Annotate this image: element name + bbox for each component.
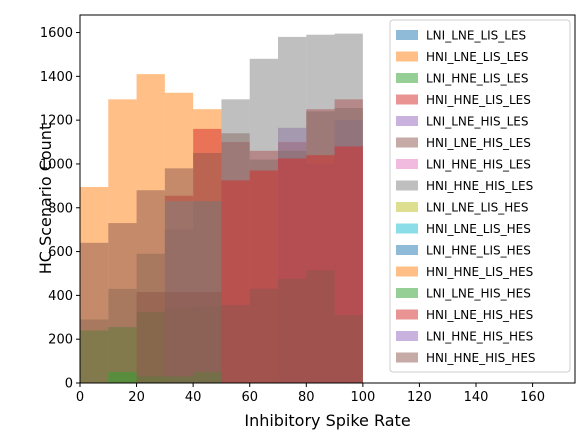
legend-label: HNI_HNE_LIS_LES <box>426 93 531 107</box>
legend-label: LNI_LNE_LIS_HES <box>426 201 529 215</box>
bar-series-15-bin-2 <box>136 292 165 383</box>
legend-swatch <box>396 116 418 126</box>
y-tick-label: 1200 <box>40 114 73 129</box>
legend-swatch <box>396 202 418 212</box>
bar-series-15-bin-3 <box>164 292 194 383</box>
y-tick-label: 800 <box>48 201 73 216</box>
bar-series-15-bin-9 <box>334 315 363 383</box>
legend-swatch <box>396 309 418 320</box>
legend-swatch <box>396 159 418 169</box>
x-tick-label: 20 <box>128 390 145 405</box>
legend-swatch <box>396 180 418 191</box>
legend-swatch <box>396 137 418 148</box>
legend-swatch <box>396 245 418 255</box>
x-axis-label: Inhibitory Spike Rate <box>244 411 410 430</box>
y-tick-label: 200 <box>48 333 73 348</box>
bar-series-15-bin-4 <box>193 292 222 383</box>
bar-series-15-bin-8 <box>306 270 335 383</box>
legend-swatch <box>396 266 418 277</box>
histogram-bars <box>80 33 363 384</box>
x-tick-label: 0 <box>76 390 84 405</box>
legend-swatch <box>396 288 418 298</box>
legend-label: LNI_HNE_LIS_LES <box>426 72 529 86</box>
x-tick-label: 40 <box>185 390 202 405</box>
bar-series-15-bin-5 <box>221 305 250 383</box>
legend-swatch <box>396 51 418 62</box>
y-axis: 0 200 400 600 800 1000 1200 1400 1600 <box>40 26 80 392</box>
y-tick-label: 0 <box>65 377 73 392</box>
legend-label: HNI_HNE_LIS_HES <box>426 265 533 279</box>
legend-label: LNI_HNE_HIS_LES <box>426 158 531 172</box>
x-tick-label: 100 <box>350 390 375 405</box>
legend: LNI_LNE_LIS_LES HNI_LNE_LIS_LES LNI_HNE_LI… <box>389 19 571 373</box>
y-tick-label: 400 <box>48 289 73 304</box>
x-tick-label: 120 <box>407 390 432 405</box>
legend-label: HNI_LNE_HIS_LES <box>426 136 531 150</box>
legend-label: HNI_HNE_HIS_HES <box>426 351 536 365</box>
legend-swatch <box>396 352 418 363</box>
legend-swatch <box>396 94 418 105</box>
bar-series-15-bin-7 <box>278 278 307 383</box>
bar-series-5-bin-1 <box>108 223 137 383</box>
legend-label: LNI_HNE_HIS_HES <box>426 330 533 344</box>
legend-label: LNI_LNE_LIS_LES <box>426 29 526 43</box>
x-tick-label: 140 <box>464 390 489 405</box>
legend-label: LNI_LNE_HIS_LES <box>426 115 529 129</box>
bar-series-12-bin-1 <box>108 372 137 383</box>
y-axis-label: HC Scenario Count <box>36 124 55 274</box>
bar-series-15-bin-6 <box>249 288 278 383</box>
y-tick-label: 600 <box>48 245 73 260</box>
x-tick-label: 80 <box>298 390 315 405</box>
y-tick-label: 1600 <box>40 26 73 41</box>
y-tick-label: 1000 <box>40 157 73 172</box>
legend-swatch <box>396 73 418 83</box>
legend-label: HNI_LNE_LIS_LES <box>426 50 529 64</box>
legend-box <box>389 19 571 373</box>
x-tick-label: 60 <box>241 390 258 405</box>
legend-swatch <box>396 223 418 234</box>
legend-label: HNI_LNE_LIS_HES <box>426 222 531 236</box>
bar-series-5-bin-0 <box>80 242 109 383</box>
legend-swatch <box>396 30 418 40</box>
legend-label: LNI_LNE_HIS_HES <box>426 287 531 301</box>
y-tick-label: 1400 <box>40 70 73 85</box>
legend-label: HNI_LNE_HIS_HES <box>426 308 533 322</box>
legend-label: HNI_HNE_HIS_LES <box>426 179 533 193</box>
plot-frame <box>79 14 576 384</box>
x-axis: 0 20 40 60 80 100 120 140 160 <box>76 383 545 405</box>
legend-label: LNI_HNE_LIS_HES <box>426 244 531 258</box>
x-tick-label: 160 <box>520 390 545 405</box>
legend-swatch <box>396 331 418 341</box>
